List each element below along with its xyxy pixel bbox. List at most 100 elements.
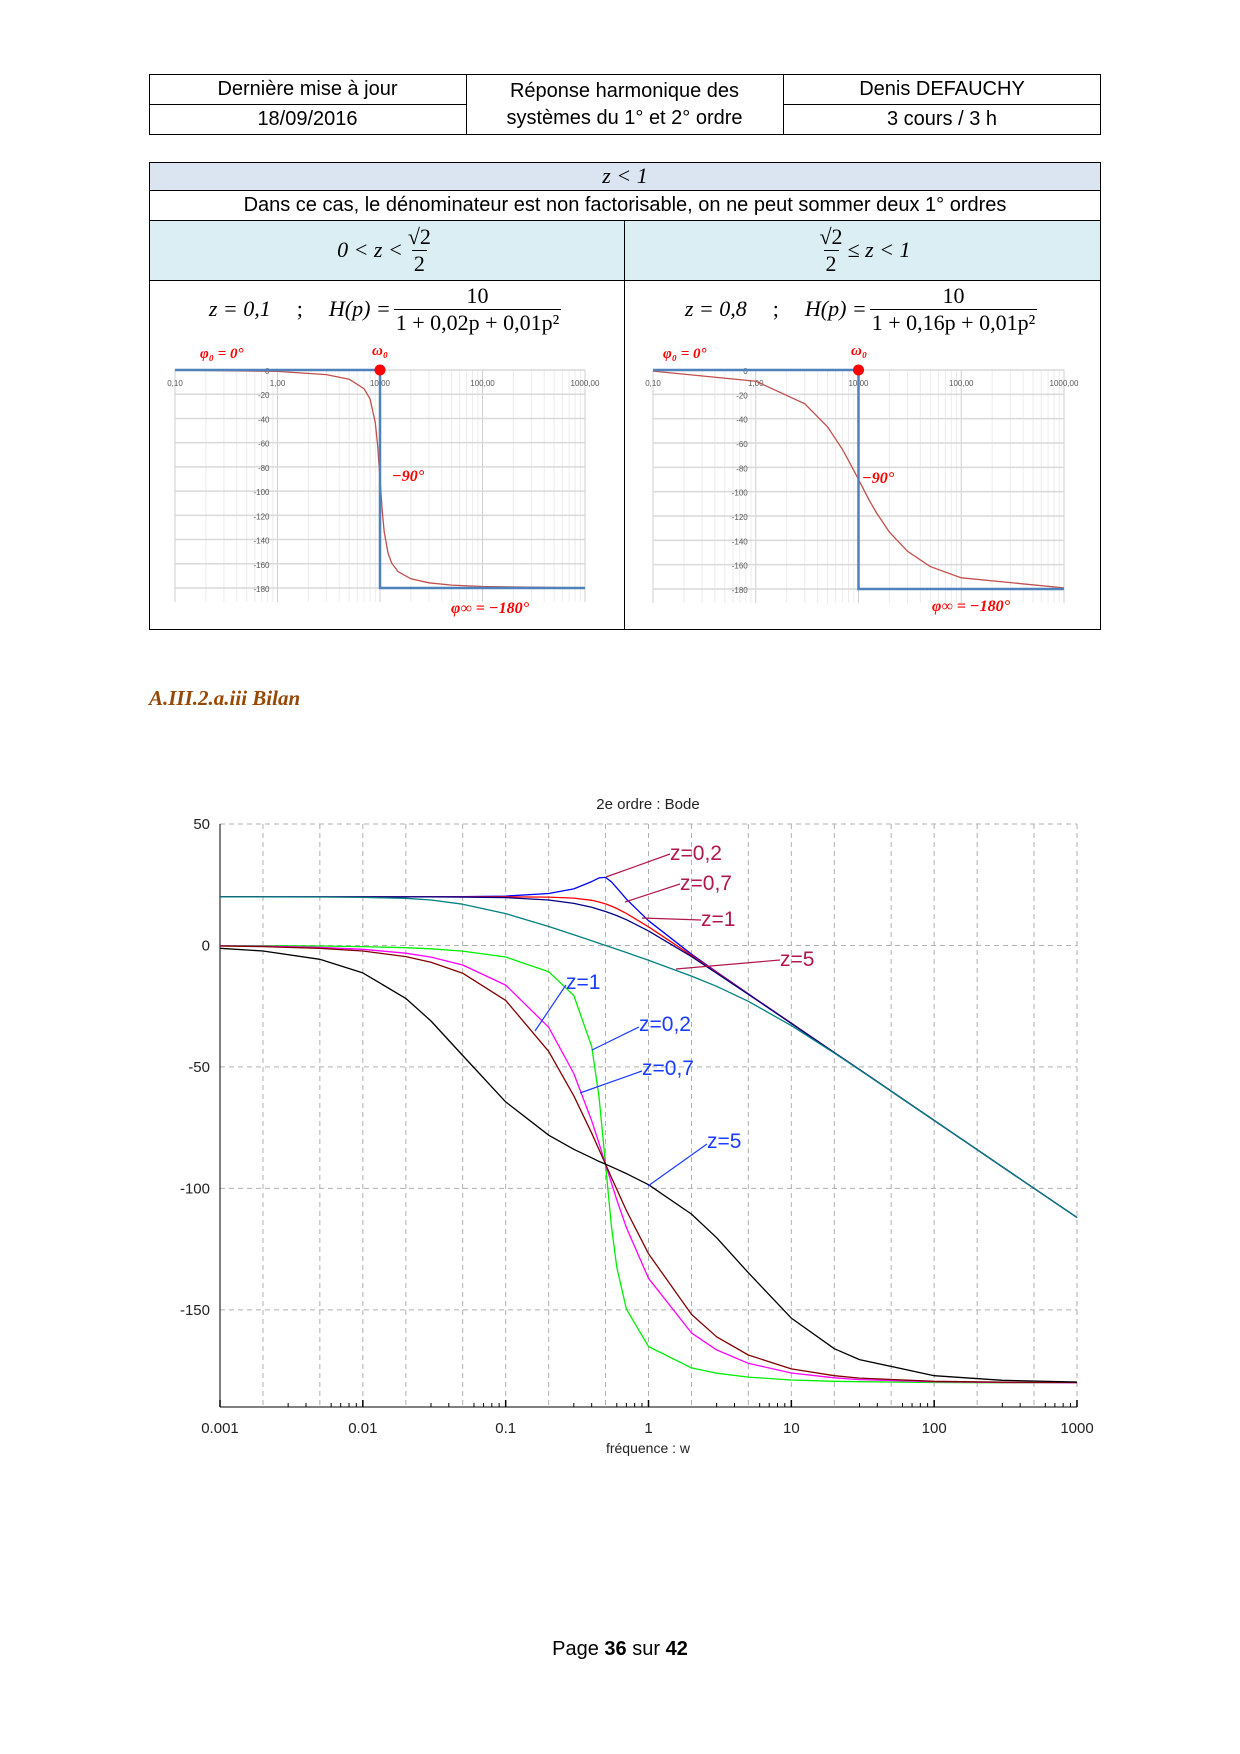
separator: ; (772, 296, 779, 321)
x-tick-label: 0.1 (495, 1420, 516, 1437)
x-tick-label: 10 (783, 1420, 800, 1437)
minus90-label: −90° (862, 470, 895, 487)
condition-num: √2 (819, 223, 843, 249)
y-tick-label: -160 (732, 562, 749, 571)
phase-annotation: z=1 (566, 971, 600, 994)
phase-curve (652, 370, 1065, 589)
gain-annotation: z=5 (780, 948, 814, 971)
phase-annotation: z=0,7 (642, 1057, 694, 1080)
phase-curve-z5 (219, 947, 1078, 1383)
author: Denis DEFAUCHY (859, 77, 1025, 100)
y-tick-label: -120 (732, 513, 749, 522)
x-tick-label: 0,10 (167, 379, 183, 388)
y-tick-label: -50 (188, 1059, 210, 1076)
asymptote-line (653, 368, 1064, 591)
phase-curve-z0-7 (219, 945, 1078, 1384)
course-info: 3 cours / 3 h (886, 107, 998, 130)
z-value: z = 0,8 (684, 296, 747, 321)
annotation-leader (534, 984, 567, 1032)
h-label: H(p) = (804, 296, 867, 321)
minus90-label: −90° (392, 468, 425, 485)
y-tick-label: -40 (736, 416, 748, 425)
annotation-leader (624, 883, 681, 903)
annotation-leader (591, 1026, 640, 1051)
condition-suffix: ≤ z < 1 (847, 237, 911, 262)
phi0-label: φ₀ = 0° (663, 346, 707, 362)
y-tick-label: 0 (743, 367, 748, 376)
condition-den: 2 (411, 249, 427, 276)
transfer-function-right: z = 0,8 ; H(p) = 10 1 + 0,16p + 0,01p² (624, 280, 1101, 338)
x-tick-label: 1 (644, 1420, 652, 1437)
divider (149, 104, 466, 105)
footer-mid: sur (632, 1638, 661, 1660)
y-tick-label: -180 (732, 586, 749, 595)
x-tick-label: 100,00 (470, 379, 495, 388)
z-value: z = 0,1 (208, 296, 271, 321)
case-title: z < 1 (602, 163, 648, 188)
divider (624, 220, 625, 630)
y-tick-label: -150 (180, 1302, 210, 1319)
x-tick-label: 0.01 (348, 1420, 377, 1437)
condition-left: 0 < z < √2 2 (149, 220, 624, 280)
separator: ; (296, 296, 303, 321)
y-tick-label: -100 (180, 1180, 210, 1197)
case-description: Dans ce cas, le dénominateur est non fac… (243, 193, 1007, 216)
y-tick-label: 50 (193, 816, 210, 833)
condition-num: √2 (407, 223, 431, 249)
y-tick-label: -140 (253, 537, 270, 546)
current-page: 36 (604, 1638, 627, 1660)
y-tick-label: -120 (253, 512, 270, 521)
chart-title: 2e ordre : Bode (596, 796, 699, 813)
x-tick-label: 1000,00 (571, 379, 600, 388)
condition-row-bg (149, 220, 1101, 280)
divider (149, 220, 1101, 221)
x-axis-label: fréquence : w (606, 1440, 691, 1456)
y-tick-label: -60 (258, 440, 270, 449)
phase-curve-z1 (219, 945, 1078, 1384)
doc-title-line2: systèmes du 1° et 2° ordre (506, 106, 743, 129)
phi0-label: φ₀ = 0° (200, 346, 244, 362)
omega0-label: ω₀ (851, 343, 868, 359)
y-tick-label: -140 (732, 537, 749, 546)
y-tick-label: -20 (258, 391, 270, 400)
y-tick-label: -100 (253, 488, 270, 497)
case-table (149, 162, 1101, 630)
gain-annotation: z=0,2 (670, 842, 722, 865)
section-heading: A.III.2.a.iii Bilan (149, 686, 301, 710)
footer-prefix: Page (552, 1638, 599, 1660)
transfer-function-left: z = 0,1 ; H(p) = 10 1 + 0,02p + 0,01p² (149, 280, 624, 338)
divider (783, 104, 1101, 105)
annotation-leader (579, 1070, 643, 1094)
h-numerator: 10 (466, 282, 489, 308)
x-tick-label: 1000 (1060, 1420, 1093, 1437)
total-pages: 42 (665, 1638, 688, 1660)
condition-right: √2 2 ≤ z < 1 (624, 220, 1101, 280)
gain-curve-z1 (220, 896, 1078, 1219)
y-tick-label: 0 (202, 937, 210, 954)
y-tick-label: -180 (253, 585, 270, 594)
asymptote-line (175, 368, 585, 590)
divider (149, 280, 1101, 281)
x-tick-label: 0,10 (645, 379, 661, 388)
y-tick-label: -60 (736, 440, 748, 449)
gain-annotation: z=0,7 (680, 872, 732, 895)
annotation-leader (675, 959, 781, 970)
phase-annotation: z=0,2 (639, 1013, 691, 1036)
omega0-marker (853, 364, 864, 376)
y-tick-label: -20 (736, 391, 748, 400)
x-tick-label: 1,00 (748, 379, 764, 388)
divider (149, 190, 1101, 191)
omega0-label: ω₀ (372, 343, 389, 359)
condition-den: 2 (823, 249, 839, 276)
y-tick-label: -80 (258, 464, 270, 473)
phase-curve (174, 369, 586, 589)
y-tick-label: -40 (258, 415, 270, 424)
annotation-leader (641, 917, 702, 921)
phi-inf-label: φ∞ = −180° (451, 600, 529, 617)
updated-label: Dernière mise à jour (217, 77, 398, 100)
condition-prefix: 0 < z < (337, 237, 403, 262)
h-denominator: 1 + 0,16p + 0,01p² (869, 308, 1038, 335)
phase-annotation: z=5 (707, 1130, 741, 1153)
